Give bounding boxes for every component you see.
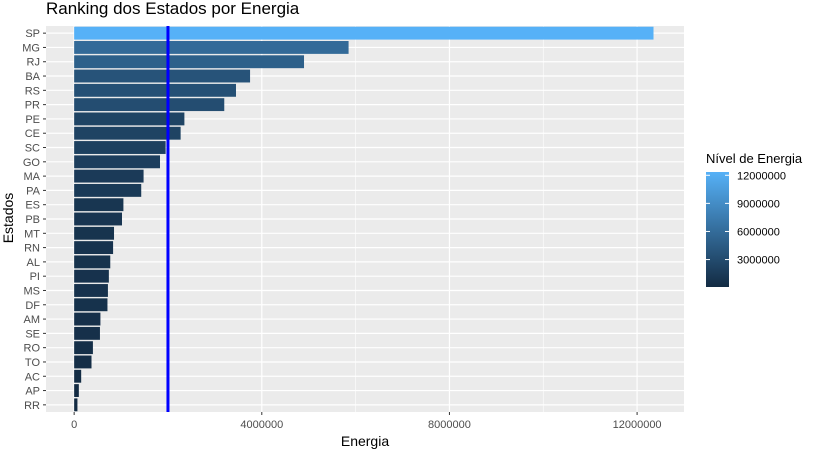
y-tick-label: GO (23, 157, 41, 169)
bar-sp (74, 26, 654, 40)
bar-mg (74, 41, 349, 54)
y-tick-label: ES (25, 200, 40, 212)
y-axis: SP MG RJ BA RS PR PE CE SC GO MA PA ES PB MT RN AL PI MS DF… (22, 28, 46, 412)
bar-rn (74, 241, 114, 255)
bar-ms (74, 284, 108, 297)
bar-pi (74, 269, 109, 283)
bar-al (74, 255, 111, 269)
y-tick-label: SP (25, 28, 40, 40)
y-axis-title: Estados (0, 193, 16, 244)
y-tick-label: MT (24, 228, 40, 240)
legend-label: 6000000 (737, 226, 780, 238)
y-tick-label: PE (25, 114, 40, 126)
y-tick-label: RS (25, 85, 40, 97)
bar-pe (74, 112, 185, 126)
legend-label: 12000000 (737, 170, 786, 182)
x-tick-label: 12000000 (613, 419, 662, 431)
x-tick-label: 8000000 (428, 419, 471, 431)
y-tick-label: AM (24, 314, 41, 326)
y-tick-label: BA (25, 71, 40, 83)
y-tick-label: MS (24, 285, 41, 297)
bar-pa (74, 183, 142, 197)
y-tick-label: AP (25, 386, 40, 398)
bar-ba (74, 69, 251, 83)
y-tick-label: MA (24, 171, 41, 183)
y-tick-label: RJ (27, 57, 40, 69)
y-tick-label: DF (25, 300, 40, 312)
bar-ap (74, 384, 79, 397)
y-tick-label: RR (24, 400, 40, 412)
x-tick-label: 4000000 (240, 419, 283, 431)
bar-sc (74, 141, 166, 154)
bars (74, 26, 654, 412)
bar-es (74, 198, 124, 212)
bar-to (74, 355, 92, 369)
x-axis: 0 4000000 8000000 12000000 (71, 412, 662, 431)
y-tick-label: RN (24, 243, 40, 255)
legend-colorbar (706, 172, 729, 287)
x-tick-label: 0 (71, 419, 77, 431)
y-tick-label: PB (25, 214, 40, 226)
legend: Nível de Energia 3000000 6000000 9000000 12… (706, 151, 803, 287)
bar-rr (74, 398, 78, 412)
y-tick-label: SC (25, 143, 40, 155)
y-tick-label: MG (22, 42, 40, 54)
bar-se (74, 326, 100, 340)
bar-ce (74, 126, 181, 140)
x-axis-title: Energia (341, 433, 389, 449)
bar-mt (74, 226, 115, 240)
y-tick-label: AC (25, 371, 40, 383)
bar-am (74, 312, 101, 326)
legend-label: 9000000 (737, 198, 780, 210)
bar-pb (74, 212, 122, 226)
bar-ro (74, 341, 93, 355)
legend-label: 3000000 (737, 255, 780, 267)
bar-ma (74, 169, 144, 183)
y-tick-label: RO (24, 343, 41, 355)
y-tick-label: PI (30, 271, 40, 283)
chart-title: Ranking dos Estados por Energia (46, 0, 300, 18)
bar-pr (74, 98, 225, 112)
y-tick-label: PA (26, 185, 41, 197)
y-tick-label: SE (25, 328, 40, 340)
bar-rj (74, 55, 305, 69)
y-tick-label: TO (25, 357, 41, 369)
bar-rs (74, 83, 236, 97)
bar-ac (74, 369, 82, 383)
y-tick-label: AL (27, 257, 40, 269)
y-tick-label: PR (25, 100, 40, 112)
legend-title: Nível de Energia (706, 151, 803, 166)
bar-df (74, 298, 108, 312)
bar-go (74, 155, 160, 169)
y-tick-label: CE (25, 128, 40, 140)
